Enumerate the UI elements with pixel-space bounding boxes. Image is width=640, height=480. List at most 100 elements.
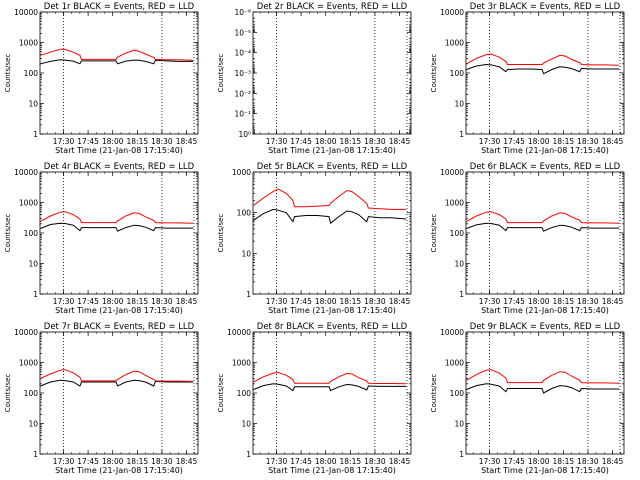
- y-tick-label: 1000: [19, 39, 38, 48]
- y-tick-label: 10000: [14, 328, 38, 337]
- chart-panel-9: Det 9r BLACK = Events, RED = LLD 1 10 100 10…: [430, 322, 625, 475]
- x-tick-label: 17:45: [503, 297, 525, 306]
- chart-panel-2: Det 2r BLACK = Events, RED = LLD 10⁰ 10⁻¹ 1…: [217, 2, 412, 155]
- y-tick-label: 10000: [440, 8, 464, 17]
- x-tick-label: 17:45: [503, 457, 525, 466]
- x-axis-label: Start Time (21-Jan-08 17:15:40): [268, 466, 396, 475]
- lld-series-line: [253, 371, 407, 385]
- x-tick-label: 17:30: [479, 137, 501, 146]
- x-tick-label: 18:30: [577, 297, 599, 306]
- x-tick-label: 18:45: [602, 137, 624, 146]
- x-tick-label: 18:15: [553, 137, 575, 146]
- x-tick-label: 17:30: [479, 457, 501, 466]
- events-series-line: [466, 383, 620, 394]
- x-tick-label: 17:30: [266, 297, 288, 306]
- x-axis-label: Start Time (21-Jan-08 17:15:40): [481, 146, 609, 155]
- lld-series-line: [466, 53, 620, 66]
- y-tick-label: 10⁰: [238, 130, 251, 139]
- y-axis-label: Counts/sec: [430, 214, 438, 253]
- y-tick-label: 10⁻⁵: [234, 28, 251, 37]
- x-tick-label: 17:45: [290, 297, 312, 306]
- y-axis-label: Counts/sec: [217, 214, 225, 253]
- x-tick-label: 18:00: [102, 137, 124, 146]
- x-tick-label: 17:45: [290, 457, 312, 466]
- y-tick-label: 1000: [19, 199, 38, 208]
- y-tick-label: 1000: [445, 39, 464, 48]
- y-tick-label: 10⁻⁴: [234, 49, 251, 58]
- y-tick-label: 100: [24, 389, 39, 398]
- y-tick-label: 100: [450, 69, 465, 78]
- x-tick-label: 18:15: [127, 297, 149, 306]
- x-tick-label: 18:30: [151, 457, 173, 466]
- y-tick-label: 10⁻³: [234, 69, 251, 78]
- lld-series-line: [466, 211, 620, 224]
- chart-panel-8: Det 8r BLACK = Events, RED = LLD 1 10 100 10…: [217, 322, 412, 475]
- x-tick-label: 18:45: [602, 457, 624, 466]
- x-tick-label: 18:15: [127, 457, 149, 466]
- x-tick-label: 18:00: [102, 457, 124, 466]
- x-tick-label: 18:45: [176, 457, 198, 466]
- x-tick-label: 18:15: [553, 457, 575, 466]
- y-tick-label: 100: [24, 229, 39, 238]
- chart-title: Det 2r BLACK = Events, RED = LLD: [257, 2, 408, 12]
- y-tick-label: 10⁻¹: [234, 110, 251, 119]
- x-axis-label: Start Time (21-Jan-08 17:15:40): [55, 306, 183, 315]
- x-tick-label: 18:30: [151, 137, 173, 146]
- y-tick-label: 1000: [232, 168, 251, 177]
- y-tick-label: 10: [28, 100, 38, 109]
- x-tick-label: 18:45: [389, 137, 411, 146]
- y-tick-label: 1000: [445, 359, 464, 368]
- y-axis-label: Counts/sec: [217, 54, 225, 93]
- y-tick-label: 100: [450, 389, 465, 398]
- x-tick-label: 18:30: [364, 137, 386, 146]
- lld-series-line: [40, 211, 194, 224]
- y-tick-label: 1000: [232, 359, 251, 368]
- y-tick-label: 10000: [14, 168, 38, 177]
- y-tick-label: 10: [241, 420, 251, 429]
- x-tick-label: 18:00: [528, 297, 550, 306]
- chart-title: Det 5r BLACK = Events, RED = LLD: [257, 162, 408, 172]
- y-tick-label: 10⁻²: [234, 89, 251, 98]
- chart-title: Det 8r BLACK = Events, RED = LLD: [257, 322, 408, 332]
- x-tick-label: 18:30: [151, 297, 173, 306]
- x-tick-label: 18:00: [528, 137, 550, 146]
- x-tick-label: 18:30: [364, 457, 386, 466]
- x-tick-label: 17:30: [266, 457, 288, 466]
- y-tick-label: 10: [28, 260, 38, 269]
- y-tick-label: 10: [454, 420, 464, 429]
- y-tick-label: 100: [237, 389, 252, 398]
- chart-panel-5: Det 5r BLACK = Events, RED = LLD 1 10 100 10…: [217, 162, 412, 315]
- chart-panel-7: Det 7r BLACK = Events, RED = LLD 1 10 100 10…: [4, 322, 199, 475]
- events-series-line: [253, 383, 407, 392]
- x-tick-label: 18:45: [602, 297, 624, 306]
- y-tick-label: 1000: [19, 359, 38, 368]
- x-axis-label: Start Time (21-Jan-08 17:15:40): [268, 306, 396, 315]
- chart-title: Det 1r BLACK = Events, RED = LLD: [44, 2, 195, 12]
- y-tick-label: 100: [450, 229, 465, 238]
- events-series-line: [466, 222, 620, 232]
- chart-panel-3: Det 3r BLACK = Events, RED = LLD 1 10 100 10…: [430, 2, 625, 155]
- x-tick-label: 18:00: [315, 137, 337, 146]
- y-tick-label: 1: [33, 290, 38, 299]
- y-tick-label: 1: [33, 450, 38, 459]
- lld-series-line: [253, 188, 407, 210]
- x-tick-label: 17:45: [77, 457, 99, 466]
- chart-title: Det 6r BLACK = Events, RED = LLD: [470, 162, 621, 172]
- x-tick-label: 18:45: [389, 297, 411, 306]
- y-tick-label: 10: [28, 420, 38, 429]
- y-tick-label: 1: [246, 450, 251, 459]
- x-tick-label: 18:45: [389, 457, 411, 466]
- y-tick-label: 10⁻⁶: [234, 8, 251, 17]
- y-tick-label: 10: [454, 100, 464, 109]
- x-tick-label: 18:00: [102, 297, 124, 306]
- lld-series-line: [466, 369, 620, 384]
- y-tick-label: 1: [246, 290, 251, 299]
- y-tick-label: 1: [459, 450, 464, 459]
- x-axis-label: Start Time (21-Jan-08 17:15:40): [55, 466, 183, 475]
- y-tick-label: 1: [459, 290, 464, 299]
- x-tick-label: 18:15: [127, 137, 149, 146]
- y-axis-label: Counts/sec: [217, 374, 225, 413]
- chart-panel-6: Det 6r BLACK = Events, RED = LLD 1 10 100 10…: [430, 162, 625, 315]
- x-tick-label: 18:30: [577, 137, 599, 146]
